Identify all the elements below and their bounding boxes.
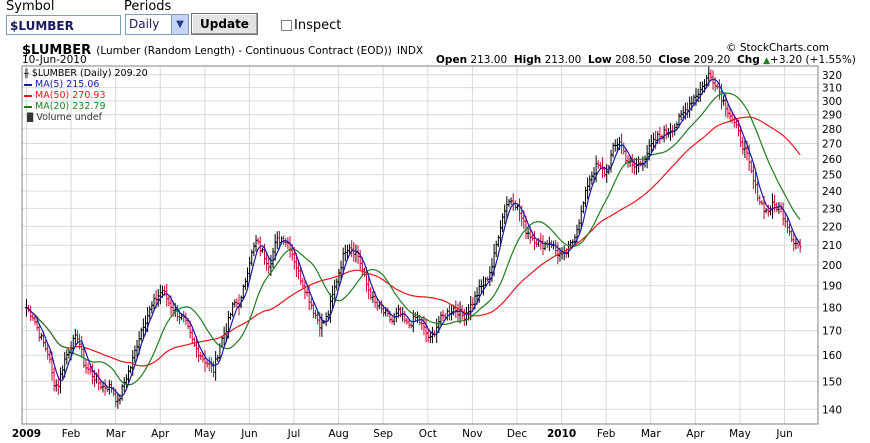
bar-chart-icon: ╫ — [24, 69, 29, 78]
y-axis-labels: 140 150 160 170 180 190 200 210 220 230 240 250 260 2… — [822, 70, 842, 417]
x-tick-label: Apr — [686, 428, 705, 440]
legend-ma50-label: MA(50) 270.93 — [35, 90, 106, 101]
x-tick-label: 2010 — [547, 428, 576, 440]
symbol-label: Symbol — [6, 0, 55, 14]
moving-averages — [26, 78, 801, 398]
y-tick-label: 220 — [822, 221, 842, 233]
y-tick-label: 270 — [822, 139, 842, 151]
high-value: 213.00 — [544, 54, 582, 66]
legend-ma5-label: MA(5) 215.06 — [35, 79, 100, 90]
legend-main: ╫ $LUMBER (Daily) 209.20 — [24, 68, 148, 79]
y-tick-label: 180 — [822, 303, 842, 315]
y-tick-label: 150 — [822, 376, 842, 388]
ma20-swatch — [24, 105, 32, 108]
chg-up-icon: ▲ — [763, 56, 771, 66]
symbol-input[interactable]: $LUMBER — [6, 15, 121, 35]
update-button[interactable]: Update — [191, 13, 258, 35]
y-tick-label: 170 — [822, 326, 842, 338]
y-tick-label: 320 — [822, 70, 842, 82]
ma5-swatch — [24, 83, 32, 86]
y-tick-label: 300 — [822, 96, 842, 108]
chart-legend: ╫ $LUMBER (Daily) 209.20 MA(5) 215.06 MA… — [24, 68, 148, 123]
x-tick-label: Aug — [328, 428, 349, 440]
copyright: © StockCharts.com — [726, 42, 829, 54]
x-axis-labels: 2009 Feb Mar Apr May Jun Jul Aug Sep Oct Nov Dec 201… — [12, 428, 793, 440]
y-tick-label: 280 — [822, 124, 842, 136]
ma50-swatch — [24, 94, 32, 97]
ma5-line — [26, 78, 801, 398]
x-tick-label: Jun — [775, 428, 792, 440]
x-tick-label: Jun — [240, 428, 257, 440]
x-tick-label: Mar — [106, 428, 126, 440]
y-tick-label: 230 — [822, 203, 842, 215]
y-tick-label: 210 — [822, 240, 842, 252]
legend-volume: ▐▌Volume undef — [24, 112, 148, 123]
close-label: Close — [658, 54, 691, 66]
chart-symbol: $LUMBER — [22, 43, 92, 58]
chart-header: $LUMBER (Lumber (Random Length) - Contin… — [22, 39, 423, 58]
legend-ma20-label: MA(20) 232.79 — [35, 101, 106, 112]
x-tick-label: Nov — [462, 428, 483, 440]
high-label: High — [513, 54, 542, 66]
x-tick-label: Dec — [507, 428, 528, 440]
x-tick-label: Apr — [151, 428, 170, 440]
chg-value: +3.20 (+1.55%) — [770, 54, 856, 66]
y-tick-label: 190 — [822, 281, 842, 293]
ma50-line — [26, 116, 801, 367]
x-tick-label: May — [194, 428, 216, 440]
plot-frame — [21, 65, 819, 425]
low-label: Low — [588, 54, 612, 66]
ma20-line — [26, 92, 801, 386]
y-tick-label: 160 — [822, 350, 842, 362]
y-tick-label: 140 — [822, 404, 842, 416]
price-bar — [798, 238, 802, 253]
chg-label: Chg — [737, 54, 760, 66]
inspect-label: Inspect — [294, 18, 342, 33]
x-tick-label: Feb — [62, 428, 81, 440]
periods-select-value: Daily — [129, 17, 160, 31]
grid-layer — [22, 66, 818, 424]
legend-ma50: MA(50) 270.93 — [24, 90, 148, 101]
open-label: Open — [436, 54, 468, 66]
open-value: 213.00 — [470, 54, 508, 66]
y-tick-label: 240 — [822, 186, 842, 198]
x-tick-label: 2009 — [12, 428, 41, 440]
legend-ma20: MA(20) 232.79 — [24, 101, 148, 112]
y-tick-label: 310 — [822, 83, 842, 95]
y-tick-label: 250 — [822, 170, 842, 182]
close-value: 209.20 — [693, 54, 731, 66]
chart-date: 10-Jun-2010 — [22, 54, 87, 66]
x-tick-label: Jul — [287, 428, 301, 440]
x-tick-label: Oct — [419, 428, 437, 440]
low-value: 208.50 — [614, 54, 652, 66]
chart-exchange: INDX — [396, 45, 424, 57]
periods-label: Periods — [124, 0, 172, 14]
x-tick-label: Sep — [373, 428, 393, 440]
legend-ma5: MA(5) 215.06 — [24, 79, 148, 90]
x-tick-label: Feb — [597, 428, 616, 440]
y-tick-label: 200 — [822, 260, 842, 272]
y-tick-label: 260 — [822, 154, 842, 166]
periods-select[interactable]: Daily ▼ — [125, 14, 189, 35]
legend-volume-label: Volume undef — [36, 112, 102, 123]
chart-description: (Lumber (Random Length) - Continuous Con… — [96, 45, 392, 57]
y-tick-label: 290 — [822, 110, 842, 122]
x-tick-label: May — [729, 428, 751, 440]
chevron-down-icon[interactable]: ▼ — [171, 15, 188, 34]
inspect-checkbox[interactable] — [281, 20, 292, 31]
x-tick-label: Mar — [641, 428, 661, 440]
volume-bars-icon: ▐▌ — [24, 113, 37, 122]
legend-main-label: $LUMBER (Daily) 209.20 — [31, 68, 148, 79]
ohlc-readout: Open 213.00 High 213.00 Low 208.50 Close… — [436, 54, 856, 66]
